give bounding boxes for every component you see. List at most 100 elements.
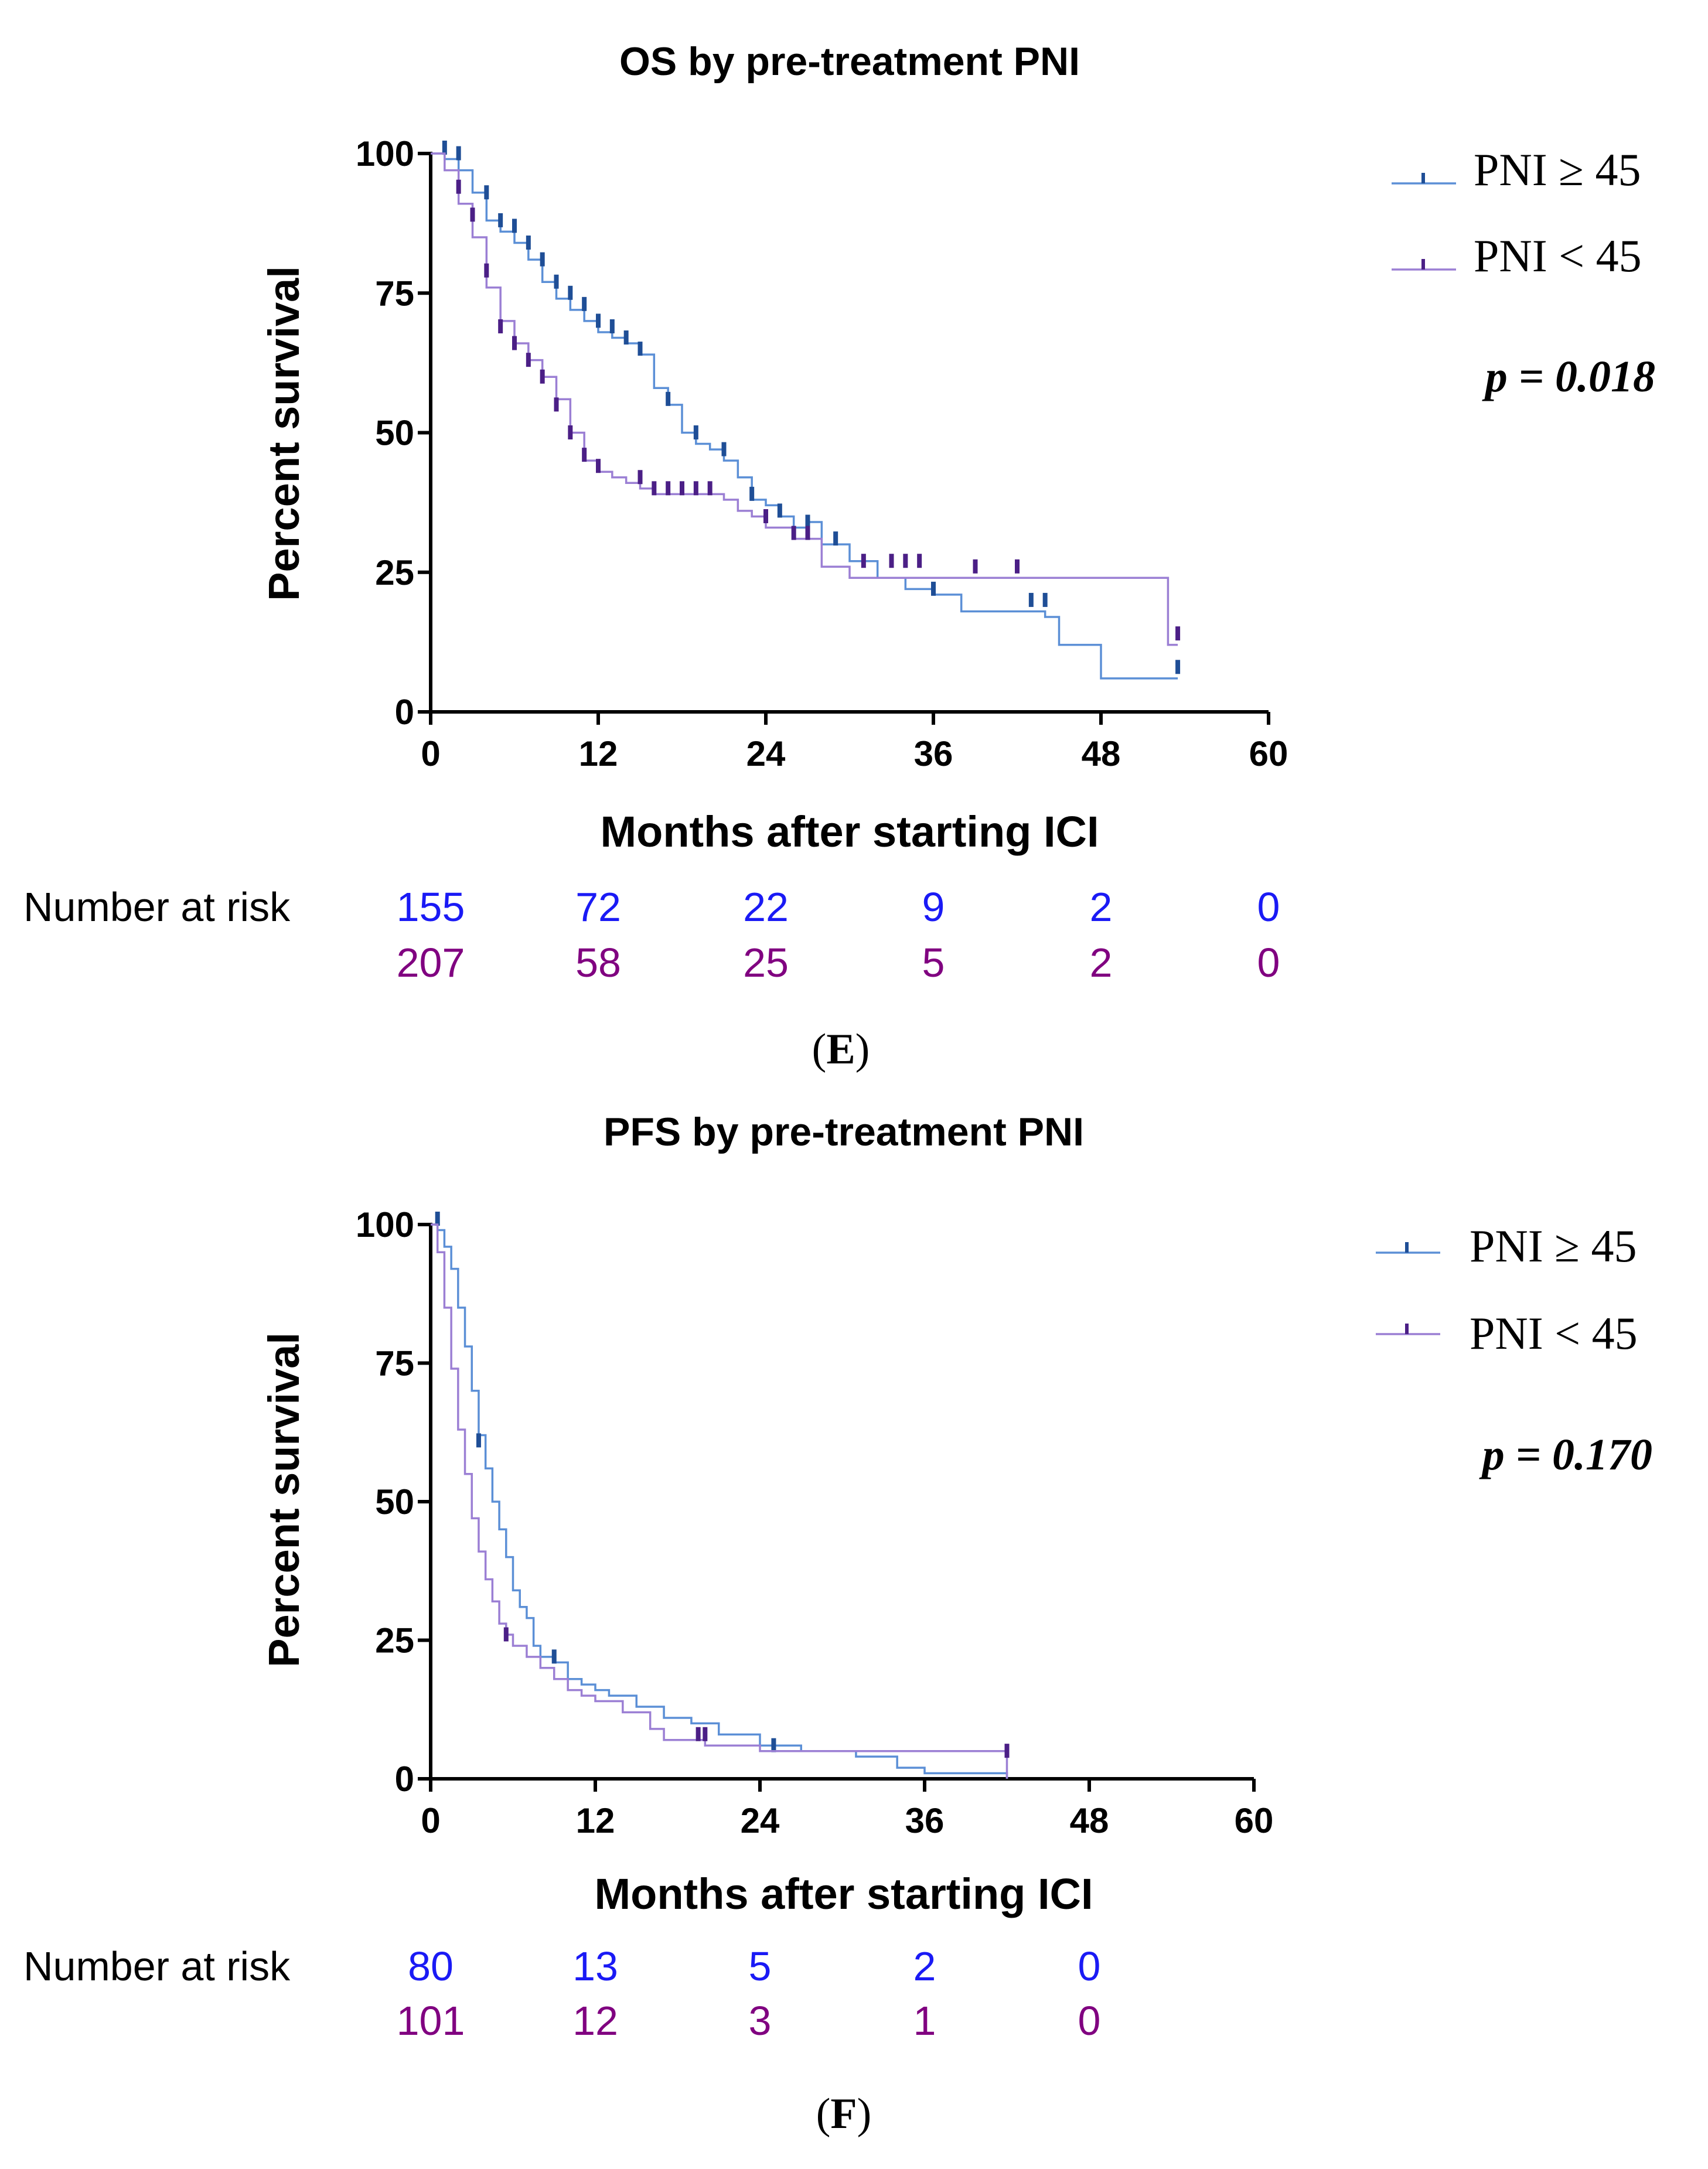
censor-mark <box>771 1738 776 1752</box>
number-at-risk-label: Number at risk <box>23 884 291 930</box>
censor-mark <box>1175 626 1181 641</box>
censor-mark <box>498 319 503 333</box>
legend-label-pni-high: PNI ≥ 45 <box>1470 1220 1637 1271</box>
risk-count: 72 <box>575 884 621 930</box>
censor-mark <box>554 274 559 289</box>
risk-count: 1 <box>913 1998 936 2044</box>
censor-mark <box>442 141 447 155</box>
censor-mark <box>456 146 461 161</box>
censor-mark <box>777 503 782 518</box>
panel-label: (F) <box>816 2090 872 2138</box>
censor-mark <box>1042 592 1048 607</box>
censor-mark <box>763 509 768 523</box>
x-tick-label: 0 <box>421 734 440 773</box>
legend-label-pni-low: PNI < 45 <box>1470 1308 1638 1359</box>
censor-mark <box>554 397 559 412</box>
censor-mark <box>1175 660 1181 674</box>
censor-mark <box>791 526 796 540</box>
x-axis-title: Months after starting ICI <box>594 1870 1093 1918</box>
risk-count: 0 <box>1078 1998 1101 2044</box>
chart-panel-e: OS by pre-treatment PNI 0 12 24 36 48 60 0 25 50… <box>23 39 1655 1073</box>
chart-title: PFS by pre-treatment PNI <box>604 1110 1084 1154</box>
censor-mark <box>498 213 503 227</box>
number-at-risk-label: Number at risk <box>23 1943 291 1989</box>
survival-curve-series-2 <box>431 1223 1008 1779</box>
censor-mark <box>484 185 489 200</box>
risk-count: 5 <box>749 1943 772 1989</box>
censor-mark <box>917 554 922 568</box>
censor-mark <box>903 554 908 568</box>
censor-mark <box>861 554 866 568</box>
risk-count: 25 <box>743 940 789 985</box>
censor-mark <box>623 330 629 345</box>
risk-count: 2 <box>1090 940 1113 985</box>
number-at-risk-table: 80 13 5 2 0 101 12 3 1 0 <box>397 1943 1101 2044</box>
plot-area: 0 12 24 36 48 60 0 25 50 75 100 <box>356 134 1288 773</box>
censor-mark <box>609 319 615 333</box>
y-tick-label: 25 <box>375 1621 414 1660</box>
p-value: p = 0.018 <box>1482 352 1655 401</box>
y-tick-label: 50 <box>375 1482 414 1522</box>
y-axis-title: Percent survival <box>260 1332 308 1667</box>
censor-mark <box>703 1727 708 1741</box>
panel-label: (E) <box>812 1025 870 1073</box>
x-tick-label: 12 <box>579 734 618 773</box>
x-tick-label: 60 <box>1235 1801 1274 1840</box>
x-tick-label: 48 <box>1082 734 1121 773</box>
censor-mark <box>540 252 545 267</box>
risk-count: 0 <box>1257 884 1280 930</box>
censor-mark <box>931 581 936 596</box>
censor-mark <box>696 1727 701 1741</box>
censor-mark <box>666 391 671 406</box>
number-at-risk-table: 155 72 22 9 2 0 207 58 25 5 2 0 <box>397 884 1280 985</box>
legend-censor-mark <box>1421 259 1425 270</box>
panel-letter: E <box>826 1025 855 1073</box>
censor-mark <box>637 470 643 485</box>
x-tick-label: 48 <box>1070 1801 1109 1840</box>
censor-mark <box>973 559 978 574</box>
censor-mark <box>568 425 573 440</box>
censor-mark <box>526 236 531 250</box>
censor-mark <box>476 1433 481 1448</box>
risk-count: 155 <box>397 884 465 930</box>
censor-mark <box>435 1212 440 1226</box>
legend-label-pni-high: PNI ≥ 45 <box>1474 144 1641 195</box>
risk-count: 101 <box>397 1998 465 2044</box>
legend-label-pni-low: PNI < 45 <box>1474 230 1642 281</box>
x-tick-label: 60 <box>1249 734 1288 773</box>
y-tick-label: 100 <box>356 1205 414 1244</box>
risk-count: 2 <box>913 1943 936 1989</box>
censor-mark <box>456 179 461 194</box>
censor-mark <box>805 514 810 529</box>
risk-count: 2 <box>1090 884 1113 930</box>
x-axis-title: Months after starting ICI <box>600 807 1099 856</box>
censor-mark <box>833 531 838 546</box>
risk-count: 0 <box>1257 940 1280 985</box>
legend: PNI ≥ 45 PNI < 45 <box>1376 1220 1638 1359</box>
censor-mark <box>637 342 643 356</box>
censor-mark <box>512 219 517 233</box>
x-tick-label: 24 <box>746 734 786 773</box>
risk-count: 9 <box>922 884 945 930</box>
y-tick-label: 0 <box>395 693 414 732</box>
censor-mark <box>582 448 587 462</box>
y-tick-label: 50 <box>375 414 414 453</box>
risk-count: 80 <box>408 1943 454 1989</box>
legend-censor-mark <box>1421 173 1425 183</box>
censor-mark <box>889 554 894 568</box>
x-tick-label: 36 <box>914 734 953 773</box>
censor-mark <box>1015 559 1020 574</box>
risk-count: 207 <box>397 940 465 985</box>
chart-title: OS by pre-treatment PNI <box>619 39 1080 84</box>
censor-mark <box>749 486 755 501</box>
panel-letter: F <box>830 2090 857 2138</box>
x-tick-label: 24 <box>741 1801 780 1840</box>
censor-mark <box>1028 592 1034 607</box>
censor-mark <box>693 425 698 440</box>
censor-mark <box>721 442 727 456</box>
legend: PNI ≥ 45 PNI < 45 <box>1392 144 1642 281</box>
risk-count: 0 <box>1078 1943 1101 1989</box>
censor-mark <box>551 1649 557 1664</box>
